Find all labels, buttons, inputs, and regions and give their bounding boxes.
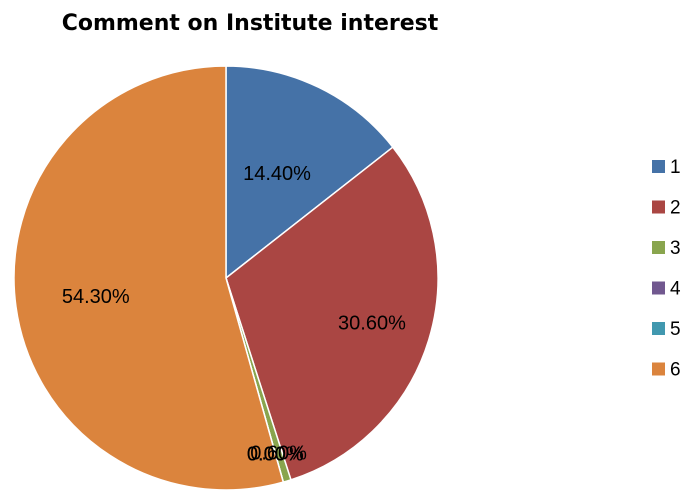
legend-item-3: 3 <box>652 238 681 259</box>
legend-swatch-3 <box>652 241 665 254</box>
legend-item-2: 2 <box>652 198 681 219</box>
legend-swatch-6 <box>652 362 665 376</box>
data-label-2: 30.60% <box>338 313 406 335</box>
legend-item-1: 1 <box>652 157 681 178</box>
legend-label-2: 2 <box>670 198 681 219</box>
data-label-1: 14.40% <box>243 163 311 185</box>
pie-slices <box>13 65 439 490</box>
data-label-3: 0.60% <box>250 443 307 465</box>
data-label-5: 0.00% <box>247 444 304 466</box>
legend: 1 2 3 4 5 6 <box>652 157 681 381</box>
legend-swatch-1 <box>652 160 665 173</box>
legend-item-6: 6 <box>652 360 681 381</box>
pie-data-labels: 14.40%30.60%0.60%0.00%0.00%54.30% <box>62 163 406 465</box>
legend-label-6: 6 <box>670 360 681 381</box>
legend-swatch-2 <box>652 200 665 214</box>
data-label-6: 54.30% <box>62 286 130 308</box>
pie-slice-2 <box>225 146 439 481</box>
legend-label-4: 4 <box>670 279 681 300</box>
legend-label-3: 3 <box>670 238 681 259</box>
legend-swatch-5 <box>652 322 665 335</box>
legend-label-1: 1 <box>670 157 681 178</box>
legend-swatch-4 <box>652 281 665 295</box>
legend-item-5: 5 <box>652 319 681 340</box>
pie-slice-1 <box>225 65 394 280</box>
chart-title: Comment on Institute interest <box>62 11 439 36</box>
legend-item-4: 4 <box>652 279 681 300</box>
pie-slice-6 <box>13 65 285 490</box>
legend-label-5: 5 <box>670 319 681 340</box>
data-label-4: 0.00% <box>247 444 304 466</box>
